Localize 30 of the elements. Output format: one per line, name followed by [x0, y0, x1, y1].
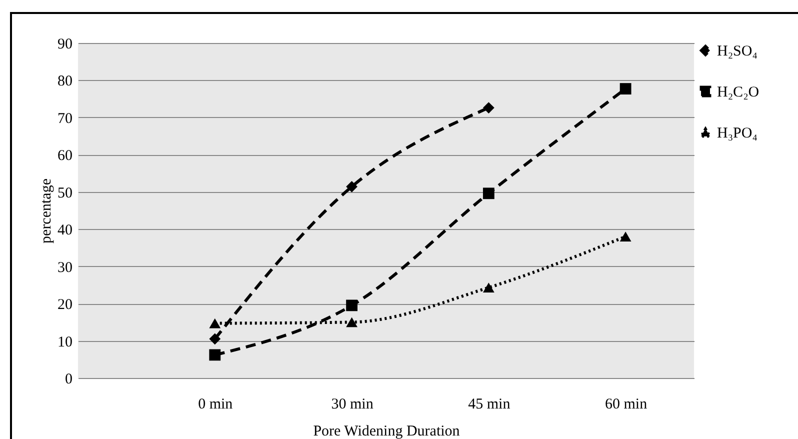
x-tick-label: 45 min	[468, 396, 511, 412]
y-tick-label: 40	[58, 222, 72, 239]
y-axis-title: percentage	[38, 178, 54, 244]
y-tick-label: 20	[58, 297, 72, 314]
x-tick-label: 0 min	[198, 396, 234, 412]
point	[346, 300, 358, 312]
y-tick-label: 50	[58, 185, 72, 202]
y-tick-label: 30	[58, 260, 72, 276]
y-tick-label: 0	[65, 372, 72, 388]
point	[482, 102, 494, 114]
x-tick-label: 60 min	[605, 396, 648, 412]
x-axis-title: Pore Widening Duration	[313, 424, 460, 439]
point	[209, 318, 221, 328]
point	[482, 282, 494, 292]
point	[620, 83, 632, 94]
point	[346, 180, 358, 192]
x-tick-label: 30 min	[331, 396, 374, 412]
legend-label: H₃PO₄	[717, 126, 758, 142]
point	[209, 333, 221, 345]
legend-label: H₂C₂O	[717, 84, 760, 100]
point	[620, 232, 632, 242]
y-tick-label: 70	[58, 110, 72, 127]
point	[209, 349, 221, 361]
y-tick-label: 90	[58, 36, 72, 52]
y-tick-label: 10	[58, 334, 72, 350]
y-tick-label: 60	[58, 148, 72, 164]
y-tick-label: 80	[58, 74, 72, 90]
legend-label: H₂SO₄	[717, 44, 758, 60]
point	[482, 188, 494, 200]
point	[346, 317, 358, 328]
